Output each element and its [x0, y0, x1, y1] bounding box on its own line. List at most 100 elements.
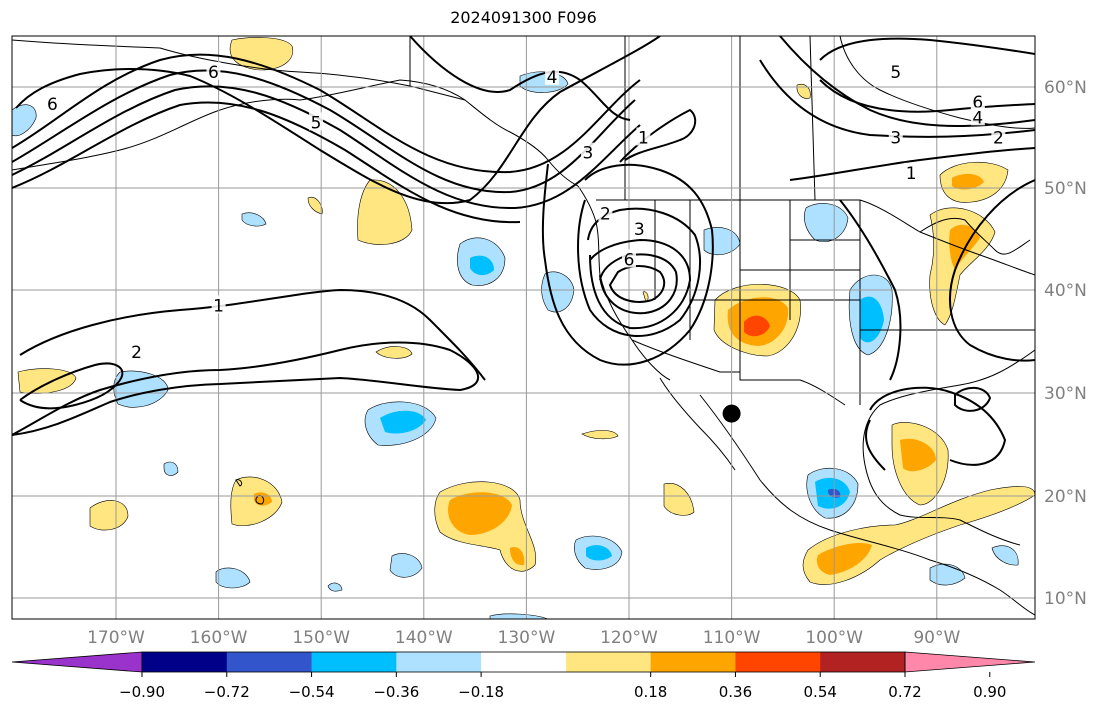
longitude-tick-labels: 170°W 160°W 150°W 140°W 130°W 120°W 110°W 100°W…: [87, 628, 960, 648]
colorbar-tick-label: 0.18: [634, 683, 667, 701]
contour-label-bg: [991, 127, 1006, 146]
contour-line: [12, 341, 480, 436]
point-marker: [722, 404, 741, 423]
canada-border: [409, 36, 466, 101]
colorbar-bin: [735, 652, 821, 672]
colorbar-tick-label: 0.36: [719, 683, 752, 701]
colorbar-tick-label: −0.18: [458, 683, 504, 701]
contour-line: [541, 163, 714, 366]
us-canada-border: [596, 199, 1035, 276]
shade-region: [389, 553, 423, 578]
anomaly-shading: [12, 37, 1035, 619]
shade-region: [663, 483, 695, 516]
latitude-label: 50°N: [1044, 179, 1087, 199]
contour-label: 6: [208, 63, 219, 83]
contour-line: [409, 36, 631, 121]
shade-region: [952, 173, 984, 190]
contour-line: [12, 69, 636, 194]
shade-region: [380, 410, 426, 434]
latitude-label: 40°N: [1044, 281, 1087, 301]
shade-region: [804, 203, 849, 242]
mexico-coast: [699, 394, 1035, 616]
longitude-label: 90°W: [913, 628, 960, 648]
contour-label-bg: [888, 127, 903, 146]
longitude-label: 170°W: [87, 628, 145, 648]
colorbar-bin: [226, 652, 313, 672]
contour-line: [577, 199, 701, 337]
shade-region: [744, 315, 770, 337]
shade-region: [796, 83, 811, 99]
colorbar-tick-label: −0.54: [289, 683, 335, 701]
colorbar-bin: [820, 652, 906, 672]
colorbar-bin: [481, 652, 567, 672]
contour-label: 1: [213, 296, 224, 316]
shade-region: [241, 212, 267, 227]
contour-line: [839, 199, 902, 381]
contour-line: [949, 179, 1035, 362]
longitude-label: 140°W: [395, 628, 453, 648]
contour-label: 4: [547, 68, 558, 88]
contour-label-bg: [45, 94, 60, 113]
contour-label: 3: [890, 129, 901, 149]
contour-line: [759, 59, 1035, 138]
colorbar-tick-label: −0.72: [204, 683, 250, 701]
map-title: 2024091300 F096: [450, 8, 597, 27]
contour-line: [15, 36, 661, 205]
shade-region: [586, 545, 612, 561]
contour-line: [599, 253, 678, 315]
contour-label: 2: [600, 205, 611, 225]
contour-line: [789, 147, 1035, 181]
contour-label: 6: [624, 250, 635, 270]
baja: [659, 377, 736, 471]
shade-region: [900, 438, 936, 472]
colorbar-tick-label: −0.90: [119, 683, 165, 701]
shade-region: [357, 179, 413, 245]
shade-region: [229, 37, 294, 71]
longitude-label: 160°W: [190, 628, 248, 648]
colorbar-under-triangle: [11, 651, 143, 673]
contour-label: 1: [638, 129, 649, 149]
shade-region: [375, 346, 413, 359]
contour-line: [589, 238, 692, 330]
latitude-label: 20°N: [1044, 487, 1087, 507]
contour-label-bg: [545, 66, 560, 85]
colorbar: −0.90 −0.72 −0.54 −0.36 −0.18 0.18 0.36 0.54 0.7…: [11, 651, 1036, 701]
gulf-coast: [862, 349, 1035, 546]
shade-region: [470, 255, 494, 276]
contour-label-bg: [888, 61, 903, 80]
contour-label-bg: [206, 61, 221, 80]
contours: [12, 36, 1035, 471]
colorbar-frame: [141, 651, 906, 673]
contour-label: 3: [583, 144, 594, 164]
longitude-label: 150°W: [292, 628, 350, 648]
shade-region: [816, 543, 872, 575]
contour-label: 4: [972, 108, 983, 128]
colorbar-tick-label: −0.36: [373, 683, 419, 701]
colorbar-bin: [565, 652, 652, 672]
longitude-label: 120°W: [600, 628, 658, 648]
shade-region: [510, 546, 525, 566]
contour-line: [19, 288, 486, 381]
state-lines: [654, 200, 1035, 405]
latitude-label: 10°N: [1044, 589, 1087, 609]
colorbar-tick-label: 0.90: [973, 683, 1006, 701]
contour-label-bg: [636, 127, 651, 146]
shade-region: [448, 492, 512, 535]
contour-label-bg: [904, 162, 919, 181]
contour-label-bg: [970, 92, 985, 111]
contour-label-bg: [970, 107, 985, 126]
colorbar-bin: [142, 652, 228, 672]
colorbar-over-triangle: [904, 651, 1036, 673]
great-lakes: [919, 217, 1031, 255]
contour-label-bg: [632, 218, 647, 237]
contour-label-bg: [309, 112, 324, 131]
colorbar-bin: [650, 652, 736, 672]
colorbar-bin: [311, 652, 397, 672]
contour-label-bg: [211, 295, 226, 314]
contour-label: 2: [131, 343, 142, 363]
contour-label-bg: [622, 249, 636, 268]
shade-region: [581, 430, 619, 440]
shade-region: [327, 582, 343, 592]
colorbar-tick-label: 0.54: [804, 683, 837, 701]
